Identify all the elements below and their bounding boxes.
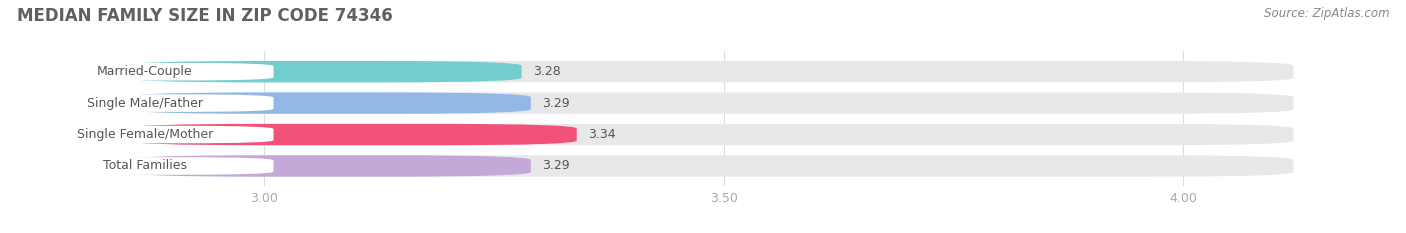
- Text: Single Male/Father: Single Male/Father: [87, 97, 202, 110]
- FancyBboxPatch shape: [127, 61, 1294, 82]
- Text: 3.28: 3.28: [533, 65, 561, 78]
- Text: 3.34: 3.34: [588, 128, 616, 141]
- FancyBboxPatch shape: [17, 126, 274, 143]
- FancyBboxPatch shape: [17, 94, 274, 112]
- FancyBboxPatch shape: [127, 155, 1294, 177]
- Text: Source: ZipAtlas.com: Source: ZipAtlas.com: [1264, 7, 1389, 20]
- Text: MEDIAN FAMILY SIZE IN ZIP CODE 74346: MEDIAN FAMILY SIZE IN ZIP CODE 74346: [17, 7, 392, 25]
- FancyBboxPatch shape: [127, 93, 1294, 114]
- FancyBboxPatch shape: [127, 93, 531, 114]
- FancyBboxPatch shape: [127, 155, 531, 177]
- Text: Married-Couple: Married-Couple: [97, 65, 193, 78]
- FancyBboxPatch shape: [17, 157, 274, 175]
- FancyBboxPatch shape: [127, 124, 1294, 145]
- Text: 3.29: 3.29: [541, 97, 569, 110]
- Text: Total Families: Total Families: [103, 159, 187, 172]
- FancyBboxPatch shape: [127, 124, 576, 145]
- Text: 3.29: 3.29: [541, 159, 569, 172]
- FancyBboxPatch shape: [127, 61, 522, 82]
- FancyBboxPatch shape: [17, 63, 274, 80]
- Text: Single Female/Mother: Single Female/Mother: [77, 128, 212, 141]
